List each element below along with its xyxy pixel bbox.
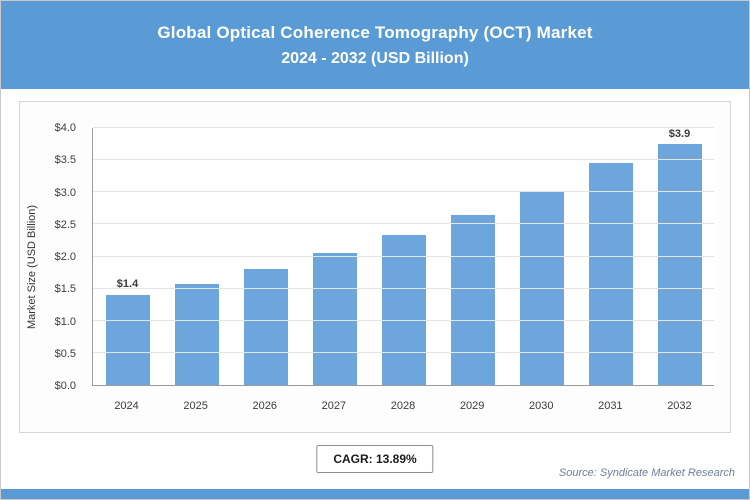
gridline — [93, 159, 714, 161]
y-tick-label: $4.0 — [54, 122, 76, 134]
bar — [381, 235, 426, 385]
bar-value-label: $3.9 — [668, 128, 691, 140]
x-tick-label: 2030 — [528, 400, 554, 412]
y-axis-ticks: $0.0 $0.5 $1.0 $1.5 $2.0 $2.5 $3.0 $3.5 $4.0 — [20, 122, 86, 392]
bar — [312, 253, 357, 385]
y-tick-label: $3.0 — [54, 186, 76, 199]
y-tick-label: $0.5 — [54, 347, 76, 360]
gridline — [93, 223, 714, 225]
x-axis-labels: 2024 2025 2026 2027 2028 2029 2030 2031 2032 — [92, 400, 714, 418]
bottom-accent-strip — [1, 489, 749, 499]
x-tick-label: 2029 — [459, 400, 485, 412]
cagr-badge: CAGR: 13.89% — [316, 445, 434, 473]
chart-title-line2: 2024 - 2032 (USD Billion) — [281, 49, 469, 67]
bars-row: $1.4 $3.9 — [93, 128, 714, 385]
bar — [450, 214, 495, 385]
bar — [105, 295, 150, 385]
x-tick-label: 2027 — [321, 400, 347, 412]
x-tick-label: 2026 — [252, 400, 278, 412]
bar — [243, 269, 288, 385]
y-tick-label: $1.0 — [54, 315, 76, 328]
bar — [588, 163, 633, 385]
x-tick-label: 2024 — [114, 400, 139, 412]
chart-header: Global Optical Coherence Tomography (OCT… — [1, 1, 749, 89]
bar-column — [231, 128, 300, 385]
bar-column — [300, 128, 369, 385]
bar-column — [507, 128, 576, 385]
y-tick-label: $3.5 — [54, 154, 76, 167]
chart-area: Market Size (USD Billion) $0.0 $0.5 $1.0 $1… — [19, 101, 731, 433]
x-tick-label: 2032 — [667, 400, 692, 412]
chart-title-line1: Global Optical Coherence Tomography (OCT… — [157, 22, 593, 42]
gridline — [93, 287, 714, 289]
plot-area: $1.4 $3.9 — [92, 127, 714, 386]
source-credit: Source: Syndicate Market Research — [558, 467, 735, 479]
x-tick-label: 2028 — [390, 400, 416, 412]
bar-value-label: $1.4 — [116, 278, 139, 291]
gridline — [93, 127, 714, 128]
gridline — [93, 191, 714, 193]
gridline — [93, 255, 714, 257]
gridline — [93, 351, 714, 353]
bar-column — [576, 128, 645, 385]
y-tick-label: $2.5 — [54, 218, 76, 231]
bar-column — [438, 128, 507, 385]
y-tick-label: $2.0 — [54, 251, 76, 263]
bar-column — [369, 128, 438, 385]
y-tick-label: $0.0 — [54, 380, 76, 392]
bar — [657, 144, 702, 385]
bar — [174, 283, 219, 385]
bar-column — [162, 128, 231, 385]
x-tick-label: 2031 — [598, 400, 623, 412]
y-tick-label: $1.5 — [54, 283, 76, 296]
bar-column: $3.9 — [645, 128, 714, 385]
gridline — [93, 319, 714, 321]
chart-footer: CAGR: 13.89% Source: Syndicate Market Re… — [1, 431, 749, 499]
x-tick-label: 2025 — [183, 400, 208, 412]
bar-column: $1.4 — [93, 128, 162, 385]
